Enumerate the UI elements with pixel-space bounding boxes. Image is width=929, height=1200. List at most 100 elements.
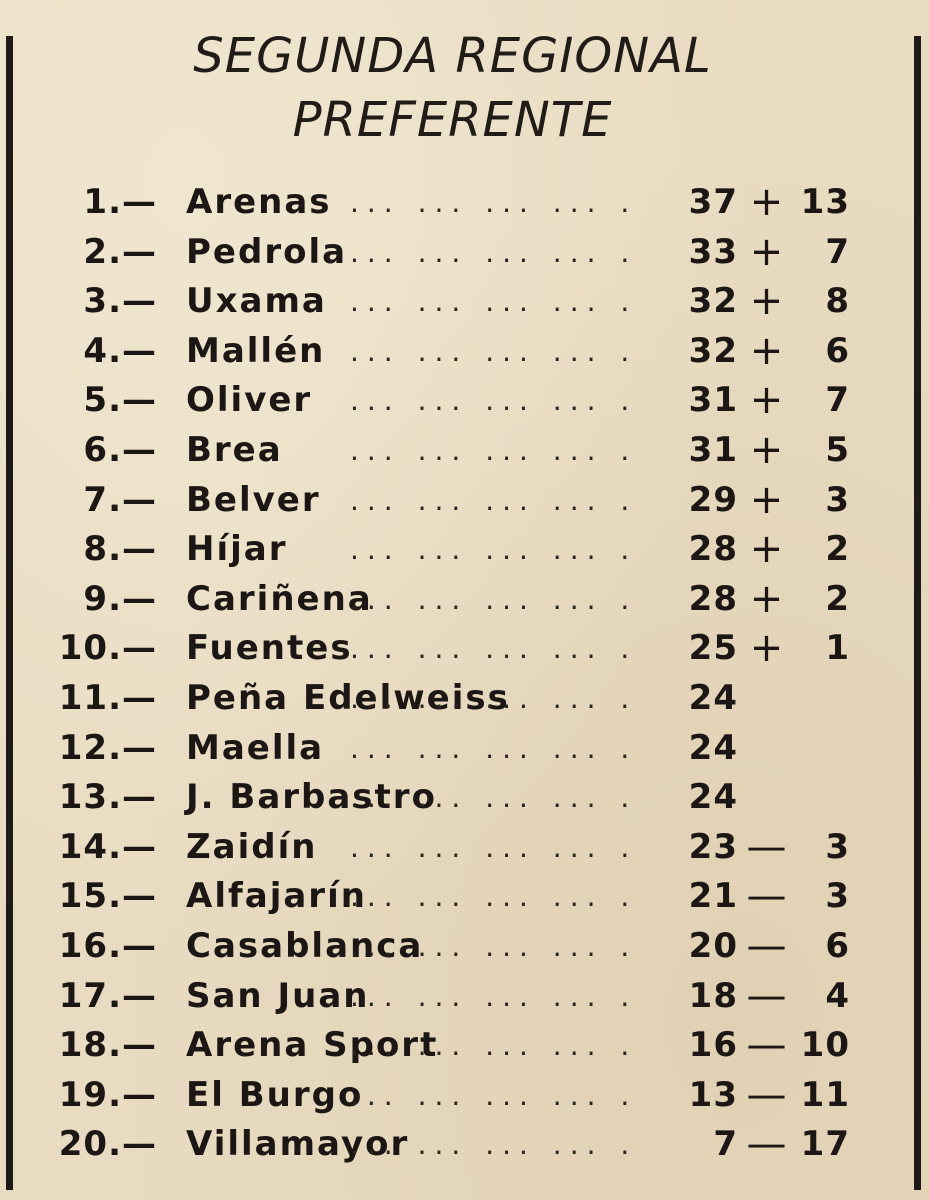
dash-separator: — — [122, 975, 157, 1016]
sign-marker: + — [749, 625, 785, 672]
team-name: Peña Edelweiss — [186, 677, 510, 718]
goal-difference: 6 — [825, 330, 850, 371]
team-points: 7 — [713, 1124, 738, 1165]
position-number: 6. — [83, 429, 122, 470]
standings-row: 18. — Arena Sport... ... ... ... ... 16—10 — [0, 1021, 929, 1071]
sign-marker: + — [749, 228, 785, 275]
standings-row: 7. — Belver ... ... ... ... ... 29 +3 — [0, 476, 929, 526]
sign-marker: — — [746, 922, 788, 969]
dash-separator: — — [122, 182, 157, 222]
dash-separator: — — [122, 777, 157, 818]
goal-difference: 4 — [825, 975, 850, 1016]
dash-separator: — — [122, 1025, 157, 1066]
dot-leader: ... ... ... ... ... — [350, 681, 640, 715]
position-number: 9. — [83, 578, 122, 619]
team-name: Arenas — [186, 182, 332, 222]
position-number: 20. — [58, 1124, 122, 1165]
team-points: 29 — [688, 479, 738, 520]
dash-separator: — — [122, 628, 157, 669]
goal-difference: 5 — [825, 429, 850, 470]
standings-row: 9. — Cariñena... ... ... ... ... 28 +2 — [0, 575, 929, 625]
position-number: 4. — [83, 330, 122, 371]
goal-difference: 11 — [800, 1074, 850, 1115]
dot-leader: ... ... ... ... ... — [350, 582, 640, 616]
dash-separator: — — [122, 529, 157, 570]
standings-row: 19. — El Burgo... ... ... ... ... 13—11 — [0, 1071, 929, 1121]
left-column-rule — [6, 36, 13, 1190]
goal-difference: 6 — [825, 925, 850, 966]
dot-leader: ... ... ... ... ... — [350, 285, 640, 319]
team-name: Zaidín — [186, 826, 318, 867]
team-name: San Juan — [186, 975, 370, 1016]
team-points: 31 — [688, 429, 738, 470]
goal-difference: 17 — [800, 1124, 850, 1165]
team-points: 21 — [688, 876, 738, 917]
position-number: 14. — [58, 826, 122, 867]
goal-difference: 2 — [825, 529, 850, 570]
goal-difference: 10 — [800, 1025, 850, 1066]
sign-marker: + — [749, 278, 785, 325]
dot-leader: ... ... ... ... ... — [350, 533, 640, 567]
dash-separator: — — [122, 429, 157, 470]
goal-difference: 13 — [800, 182, 850, 222]
goal-difference: 3 — [825, 479, 850, 520]
standings-row: 16. — Casablanca... ... ... ... ... 20—6 — [0, 922, 929, 972]
dot-leader: ... ... ... ... ... — [350, 334, 640, 368]
standings-row: 1. — Arenas ... ... ... ... ... 37 +13 — [0, 178, 929, 228]
team-name: El Burgo — [186, 1074, 364, 1115]
position-number: 5. — [83, 380, 122, 421]
standings-row: 17. — San Juan... ... ... ... ... 18—4 — [0, 972, 929, 1022]
team-name: Arena Sport — [186, 1025, 439, 1066]
position-number: 16. — [58, 925, 122, 966]
position-number: 3. — [83, 281, 122, 322]
goal-difference: 2 — [825, 578, 850, 619]
standings-row: 8. — Híjar ... ... ... ... ... 28 +2 — [0, 525, 929, 575]
team-points: 24 — [688, 777, 738, 818]
dot-leader: ... ... ... ... ... — [350, 632, 640, 666]
team-points: 25 — [688, 628, 738, 669]
dot-leader: ... ... ... ... ... — [350, 384, 640, 418]
dot-leader: ... ... ... ... ... — [350, 1078, 640, 1112]
team-name: Uxama — [186, 281, 327, 322]
dot-leader: ... ... ... ... ... — [350, 979, 640, 1013]
sign-marker: + — [749, 179, 785, 225]
dot-leader: ... ... ... ... ... — [350, 483, 640, 517]
team-name: Brea — [186, 429, 283, 470]
team-points: 28 — [688, 529, 738, 570]
dash-separator: — — [122, 231, 157, 272]
team-name: Casablanca — [186, 925, 424, 966]
dash-separator: — — [122, 1074, 157, 1115]
position-number: 7. — [83, 479, 122, 520]
standings-row: 12. — Maella ... ... ... ... ... 24 — [0, 724, 929, 774]
goal-difference: 1 — [825, 628, 850, 669]
position-number: 12. — [58, 727, 122, 768]
position-number: 1. — [83, 182, 122, 222]
team-points: 23 — [688, 826, 738, 867]
sign-marker: — — [746, 1022, 788, 1069]
sign-marker: + — [749, 426, 785, 473]
team-points: 24 — [688, 727, 738, 768]
team-points: 28 — [688, 578, 738, 619]
dot-leader: ... ... ... ... ... — [350, 1128, 640, 1162]
position-number: 13. — [58, 777, 122, 818]
standings-table: 1. — Arenas... ... ... ... ... 37 +13 2. — Pedr… — [0, 178, 929, 1170]
sign-marker: + — [749, 377, 785, 424]
standings-row: 3. — Uxama ... ... ... ... ... 32 +8 — [0, 277, 929, 327]
position-number: 19. — [58, 1074, 122, 1115]
position-number: 15. — [58, 876, 122, 917]
title-line-2: PREFERENTE — [292, 92, 613, 148]
standings-row: 5. — Oliver ... ... ... ... ... 31 +7 — [0, 376, 929, 426]
team-name: Oliver — [186, 380, 313, 421]
standings-row: 20. — Villamayor... ... ... ... ... 7—17 — [0, 1120, 929, 1170]
goal-difference: 7 — [825, 231, 850, 272]
sign-marker: — — [746, 823, 788, 870]
team-points: 37 — [688, 182, 738, 222]
goal-difference: 8 — [825, 281, 850, 322]
position-number: 8. — [83, 529, 122, 570]
standings-row: 13. — J. Barbastro... ... ... ... ... 24 — [0, 773, 929, 823]
team-name: Villamayor — [186, 1124, 410, 1165]
dash-separator: — — [122, 876, 157, 917]
dot-leader: ... ... ... ... ... — [350, 880, 640, 914]
position-number: 18. — [58, 1025, 122, 1066]
